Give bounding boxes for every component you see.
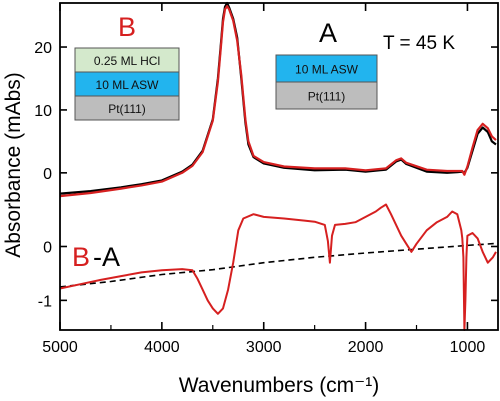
series-line-baseline [59, 242, 499, 288]
inset-a-label: A [319, 18, 337, 48]
y-tick-label-lower-0: 0 [43, 239, 52, 256]
y-tick-label-lower--1: -1 [38, 293, 52, 310]
y-tick-label-upper-0: 0 [43, 166, 52, 183]
inset-a-layer-0 [275, 54, 378, 83]
inset-b-layer-text-0: 0.25 ML HCl [94, 54, 160, 68]
x-tick-label-4000: 4000 [144, 339, 180, 356]
insets-layer: B 0.25 ML HCl 10 ML ASW Pt(111) A 10 ML ASW Pt… [74, 12, 378, 121]
inset-b-layer-2 [74, 95, 180, 121]
series-line-b [59, 5, 497, 198]
inset-a-layer-text-1: Pt(111) [308, 90, 346, 104]
x-tick-label-1000: 1000 [450, 339, 486, 356]
y-tick-label-upper-10: 10 [34, 103, 52, 120]
inset-b-layer-1 [74, 71, 180, 97]
y-axis-label: Absorbance (mAbs) [2, 72, 25, 258]
inset-a-layer-text-0: 10 ML ASW [295, 63, 359, 77]
inset-b-label: B [118, 12, 136, 42]
diff-label-b: B [72, 242, 90, 272]
inset-a-layer-1 [275, 81, 378, 110]
inset-b-layer-0 [74, 47, 180, 73]
inset-b-layer-text-1: 10 ML ASW [96, 78, 160, 92]
inset-b-layer-text-2: Pt(111) [108, 102, 146, 116]
diff-label-a: -A [93, 242, 120, 272]
x-tick-label-3000: 3000 [246, 339, 282, 356]
x-tick-label-5000: 5000 [42, 339, 78, 356]
x-axis-label: Wavenumbers (cm⁻¹) [179, 374, 380, 397]
data-layer [59, 1, 499, 331]
temperature-annotation: T = 45 K [383, 33, 455, 54]
ticks-layer: 5000 4000 3000 2000 1000 0 10 20 -1 0 [34, 3, 498, 356]
x-tick-label-2000: 2000 [348, 339, 384, 356]
series-line-b-minus-a [59, 203, 497, 331]
plot-frame [59, 2, 499, 331]
y-tick-label-upper-20: 20 [34, 40, 52, 57]
